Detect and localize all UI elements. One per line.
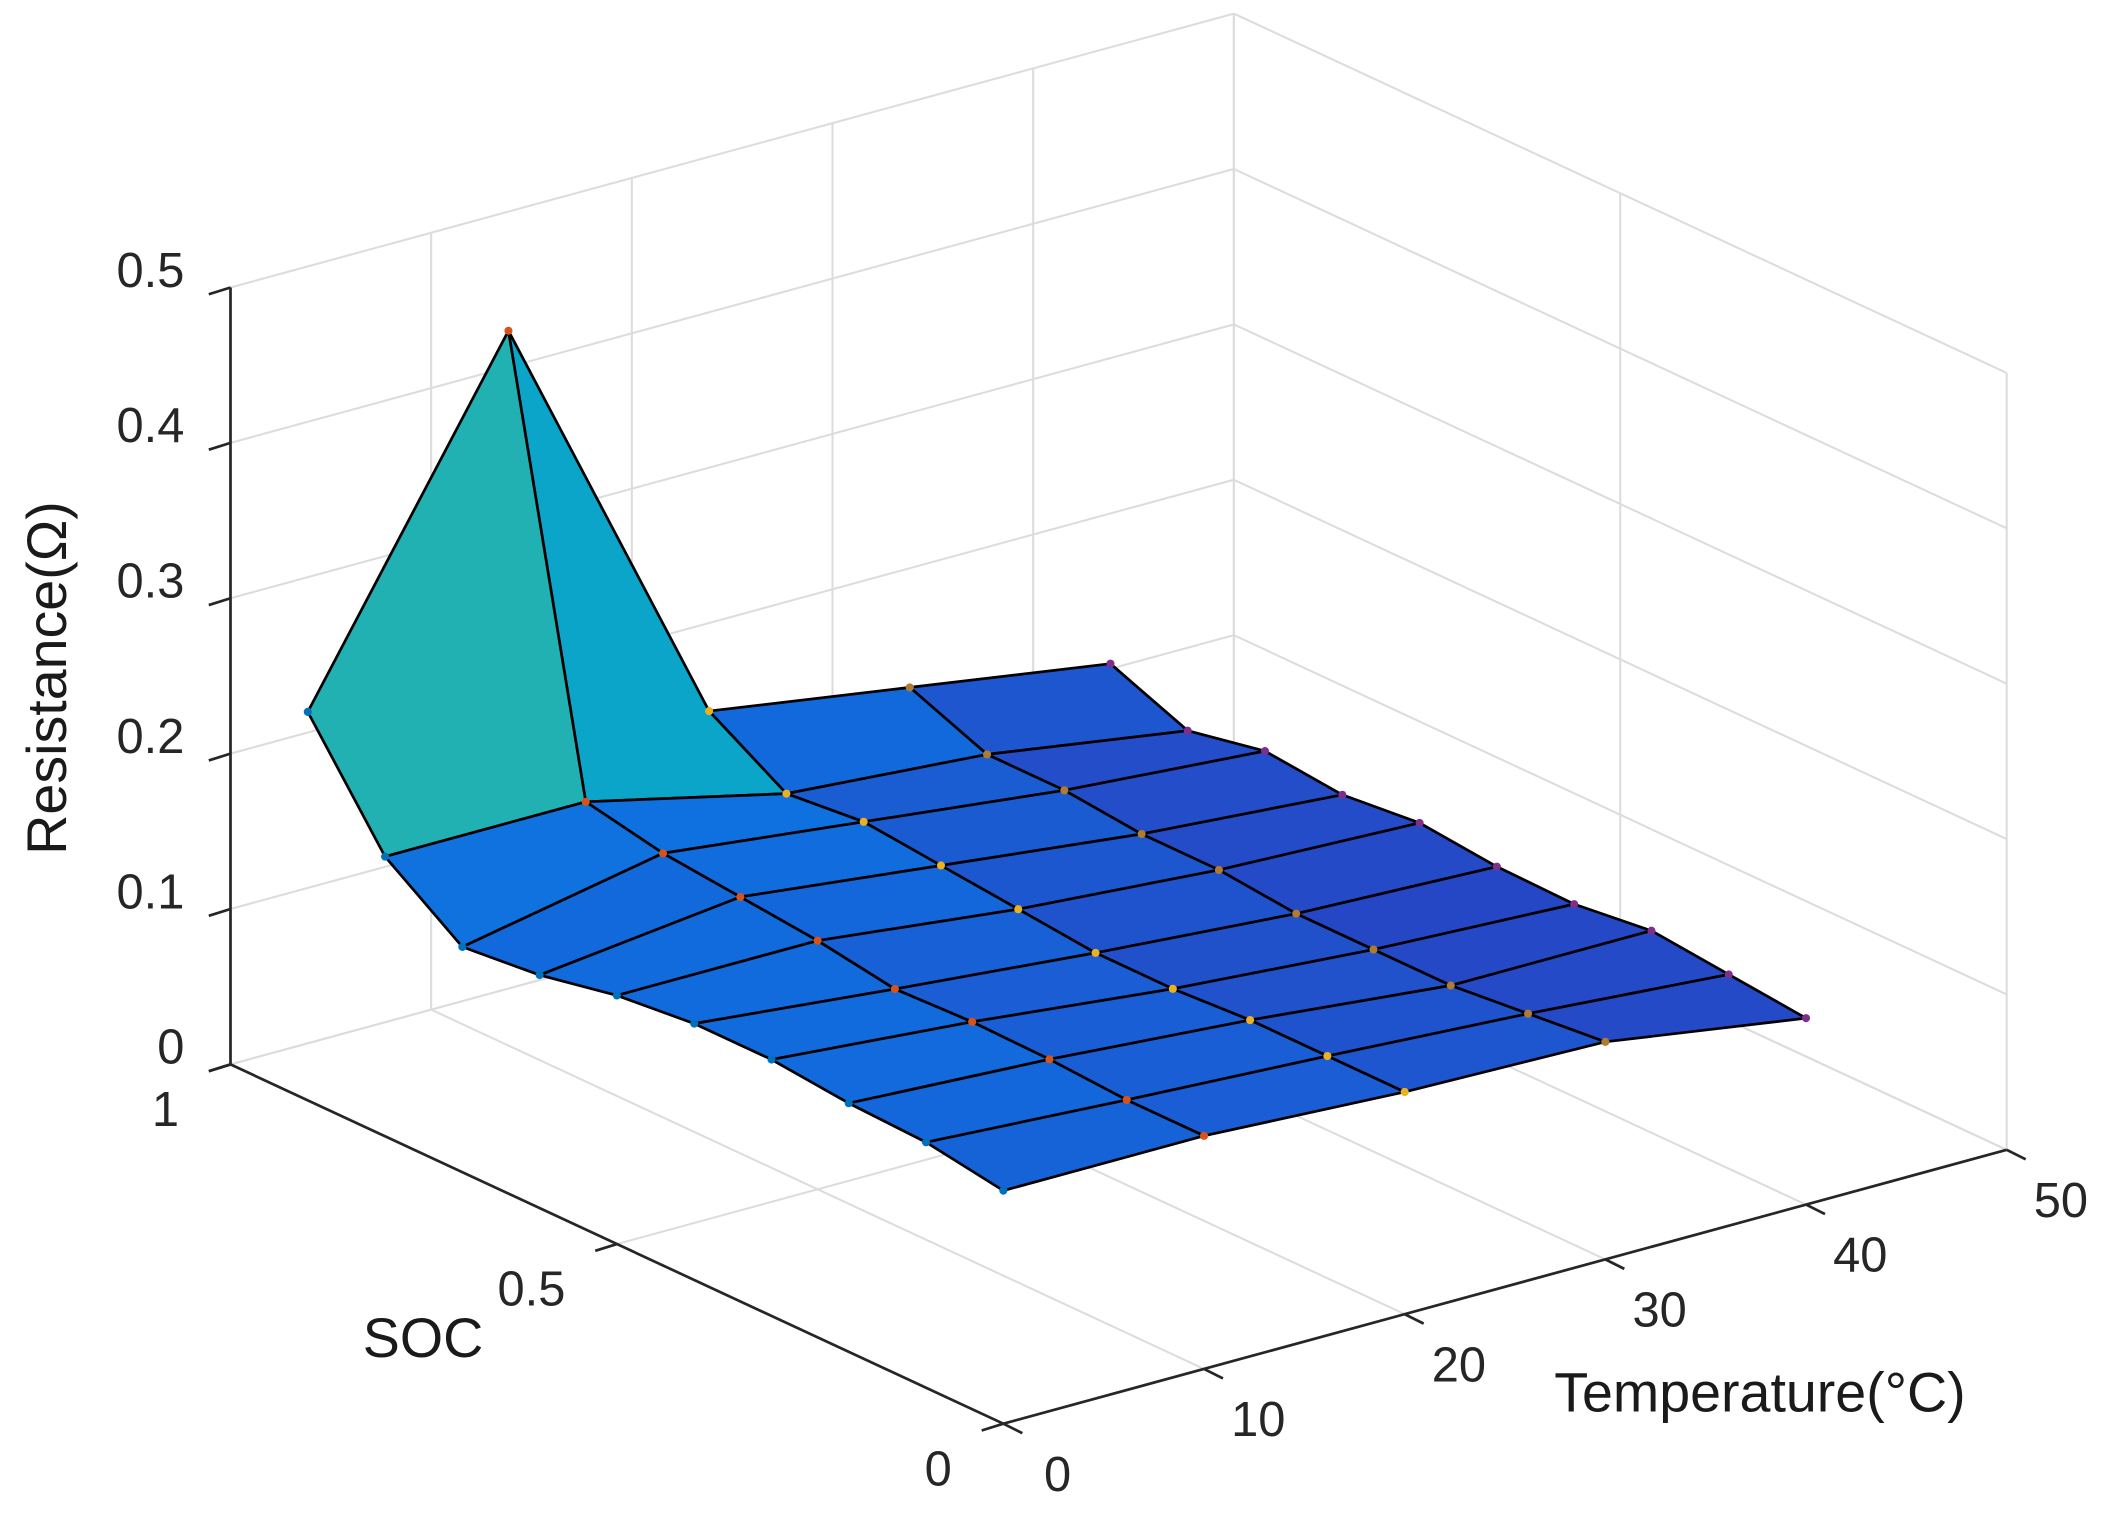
x-tick xyxy=(1805,1203,1826,1216)
data-point xyxy=(1060,786,1069,795)
y-tick xyxy=(208,1063,231,1073)
data-point xyxy=(1801,1014,1811,1023)
z-tick xyxy=(208,286,231,296)
data-point xyxy=(504,326,513,335)
y-axis-label: SOC xyxy=(363,1307,483,1369)
data-point xyxy=(1183,726,1192,735)
data-point xyxy=(1523,1009,1533,1018)
z-tick-label: 0.1 xyxy=(117,865,185,919)
x-tick xyxy=(1002,1422,1023,1435)
z-tick-label: 0.2 xyxy=(117,710,185,764)
data-point xyxy=(890,984,899,994)
data-point xyxy=(813,936,822,945)
data-point xyxy=(1415,818,1424,828)
data-point xyxy=(921,1138,931,1147)
y-tick xyxy=(594,1242,618,1253)
x-axis xyxy=(1002,1148,2008,1426)
data-point xyxy=(1292,909,1301,918)
z-tick-label: 0.4 xyxy=(117,399,185,453)
x-tick-label: 40 xyxy=(1833,1229,1887,1283)
data-point xyxy=(1091,948,1100,957)
x-tick-label: 20 xyxy=(1432,1338,1486,1392)
z-axis-label: Resistance(Ω) xyxy=(16,501,78,854)
data-point xyxy=(1168,984,1177,993)
data-point xyxy=(1446,981,1455,990)
y-tick-label: 0.5 xyxy=(498,1263,566,1317)
data-point xyxy=(705,707,714,716)
data-point xyxy=(999,1186,1008,1195)
data-point xyxy=(690,1019,699,1028)
data-point xyxy=(844,1099,853,1108)
data-point xyxy=(767,1055,776,1064)
z-tick xyxy=(208,596,231,607)
x-tick-label: 50 xyxy=(2034,1174,2088,1228)
data-point xyxy=(1570,900,1579,909)
x-tick-label: 0 xyxy=(1044,1448,1071,1502)
data-point xyxy=(303,707,312,716)
data-point xyxy=(1260,747,1270,756)
grid-line xyxy=(230,323,1235,600)
x-tick xyxy=(1604,1258,1625,1271)
z-tick xyxy=(208,907,231,918)
data-point xyxy=(1601,1037,1610,1046)
data-point xyxy=(936,861,946,870)
data-point xyxy=(1137,829,1146,839)
data-point xyxy=(1647,926,1656,935)
data-point xyxy=(1724,970,1733,979)
data-point xyxy=(1014,905,1023,914)
data-point xyxy=(612,991,621,1000)
data-point xyxy=(1492,862,1501,871)
data-point xyxy=(535,970,544,980)
data-point xyxy=(1338,790,1347,799)
data-point xyxy=(983,750,992,759)
grid-line xyxy=(230,168,1235,444)
y-tick-label: 1 xyxy=(152,1083,179,1137)
data-point xyxy=(581,797,590,806)
z-tick-label: 0.5 xyxy=(117,244,185,298)
data-point xyxy=(736,892,745,902)
z-tick-label: 0 xyxy=(157,1021,184,1075)
data-point xyxy=(1400,1087,1409,1097)
x-tick xyxy=(1404,1312,1425,1325)
data-point xyxy=(905,683,914,692)
x-tick xyxy=(2006,1148,2027,1161)
x-tick xyxy=(1203,1367,1224,1380)
data-point xyxy=(968,1017,977,1026)
data-point xyxy=(1246,1016,1255,1025)
data-point xyxy=(1106,659,1115,668)
data-point xyxy=(1369,945,1378,954)
data-point xyxy=(1122,1095,1131,1104)
data-point xyxy=(380,852,390,861)
data-point xyxy=(1199,1131,1209,1140)
y-tick-label: 0 xyxy=(925,1442,952,1496)
data-point xyxy=(658,849,668,858)
data-point xyxy=(859,817,868,826)
x-tick-label: 30 xyxy=(1632,1283,1686,1337)
z-tick-label: 0.3 xyxy=(117,555,185,609)
data-point xyxy=(1214,865,1223,875)
grid-line xyxy=(230,12,1235,289)
x-tick-label: 10 xyxy=(1231,1393,1285,1447)
data-point xyxy=(782,789,791,798)
x-axis-label: Temperature(°C) xyxy=(1554,1361,1965,1423)
z-tick xyxy=(208,441,231,451)
z-tick xyxy=(208,752,231,762)
data-point xyxy=(458,942,467,951)
data-point xyxy=(1045,1055,1054,1064)
data-point xyxy=(1323,1051,1332,1061)
y-tick xyxy=(981,1422,1004,1432)
